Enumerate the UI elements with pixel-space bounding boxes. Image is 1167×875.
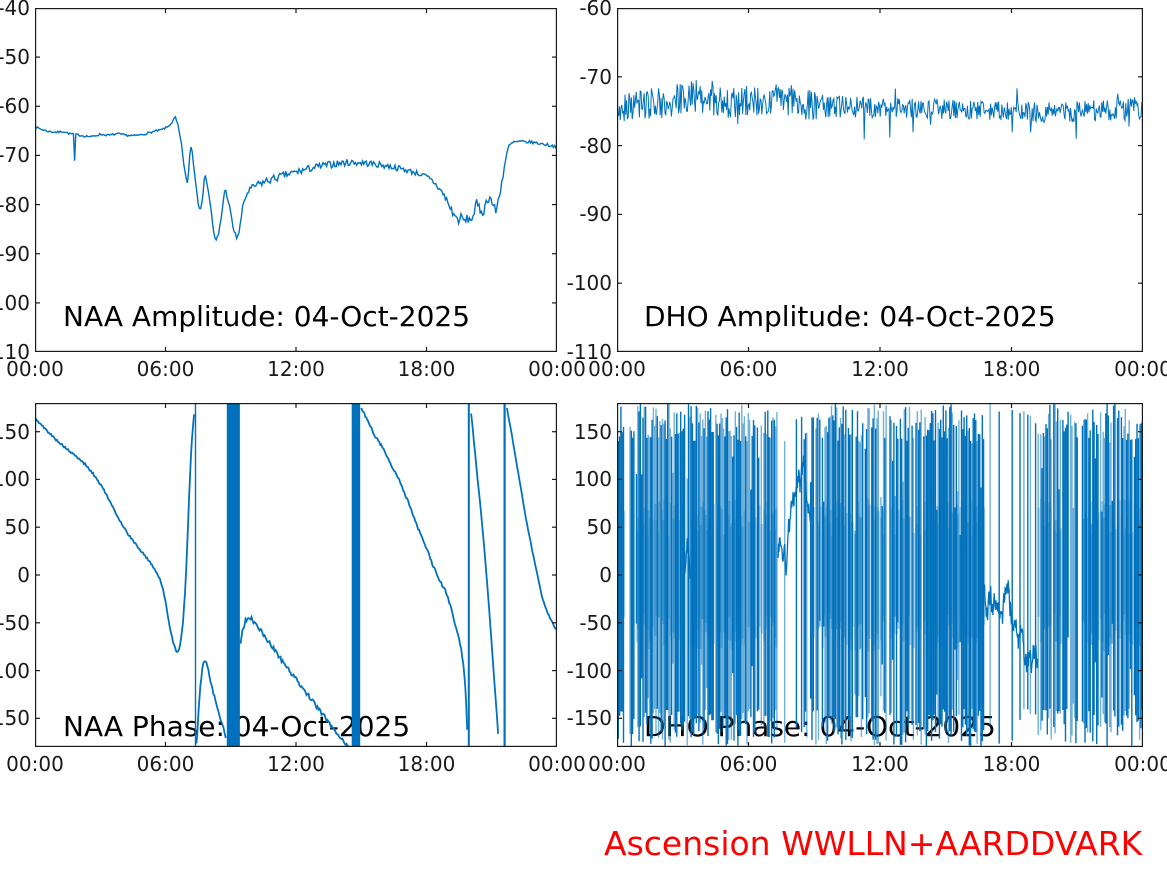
naa-amplitude-x-tick-label: 00:00 [528, 357, 586, 381]
dho-amplitude-x-tick-label: 12:00 [851, 357, 909, 381]
naa-amplitude-y-tick-label: -70 [0, 143, 30, 168]
dho-amplitude-plot [617, 8, 1143, 352]
naa-phase-y-tick-label: 50 [4, 515, 30, 540]
dho-phase-x-tick-label: 06:00 [719, 752, 778, 776]
dho-phase-y-tick-label: 0 [599, 563, 612, 587]
naa-phase-x-tick-label: 00:00 [528, 752, 586, 776]
naa-phase-plot [35, 403, 557, 747]
naa-amplitude-x-tick-label: 18:00 [397, 357, 456, 381]
dho-amplitude-y-tick-label: -90 [579, 202, 612, 227]
dho-amplitude-x-tick-label: 00:00 [1114, 357, 1167, 381]
naa-phase-x-tick-label: 00:00 [6, 752, 64, 776]
dho-amplitude-y-tick-label: -100 [566, 271, 612, 296]
naa-amplitude-y-tick-label: -80 [0, 192, 30, 217]
naa-phase-y-tick-label: -150 [0, 706, 30, 731]
naa-amplitude-y-tick-label: -50 [0, 45, 30, 70]
station-caption: Ascension WWLLN+AARDDVARK [604, 824, 1143, 863]
naa-amplitude-x-tick-label: 00:00 [6, 357, 64, 381]
dho-phase-y-tick-label: -150 [566, 706, 612, 731]
naa-amplitude-y-tick-label: -100 [0, 290, 30, 315]
dho-phase-y-tick-label: 100 [573, 467, 612, 492]
naa-amplitude-x-tick-label: 12:00 [267, 357, 325, 381]
naa-amplitude-y-tick-label: -40 [0, 0, 30, 20]
dho-phase-plot [617, 403, 1143, 747]
dho-phase-x-tick-label: 00:00 [1114, 752, 1167, 776]
dho-amplitude-y-tick-label: -110 [566, 340, 612, 364]
dho-phase-y-tick-label: 50 [586, 515, 612, 540]
dho-amplitude-y-tick-label: -60 [579, 0, 612, 20]
naa-amplitude-x-tick-label: 06:00 [136, 357, 195, 381]
dho-amplitude-y-tick-label: -70 [579, 64, 612, 89]
dho-amplitude-title: DHO Amplitude: 04-Oct-2025 [644, 300, 1056, 333]
dho-amplitude-x-tick-label: 18:00 [982, 357, 1041, 381]
naa-phase-x-tick-label: 18:00 [397, 752, 456, 776]
dho-phase-x-tick-label: 18:00 [982, 752, 1041, 776]
naa-phase-x-tick-label: 12:00 [267, 752, 325, 776]
dho-phase-x-tick-label: 00:00 [588, 752, 646, 776]
dho-amplitude-y-tick-label: -80 [579, 133, 612, 158]
naa-phase-y-tick-label: -100 [0, 658, 30, 683]
naa-phase-y-tick-label: -50 [0, 610, 30, 635]
naa-phase-y-tick-label: 150 [0, 419, 30, 444]
dho-amplitude-x-tick-label: 00:00 [588, 357, 646, 381]
naa-amplitude-y-tick-label: -90 [0, 241, 30, 266]
naa-phase-y-tick-label: 100 [0, 467, 30, 492]
naa-amplitude-title: NAA Amplitude: 04-Oct-2025 [63, 300, 471, 333]
dho-phase-x-tick-label: 12:00 [851, 752, 909, 776]
naa-amplitude-y-tick-label: -60 [0, 94, 30, 119]
dho-amplitude-x-tick-label: 06:00 [719, 357, 778, 381]
naa-phase-x-tick-label: 06:00 [136, 752, 195, 776]
dho-phase-y-tick-label: -100 [566, 658, 612, 683]
naa-phase-y-tick-label: 0 [17, 563, 30, 587]
dho-phase-y-tick-label: 150 [573, 419, 612, 444]
dho-phase-y-tick-label: -50 [579, 610, 612, 635]
naa-amplitude-y-tick-label: -110 [0, 340, 30, 364]
naa-amplitude-plot [35, 8, 557, 352]
